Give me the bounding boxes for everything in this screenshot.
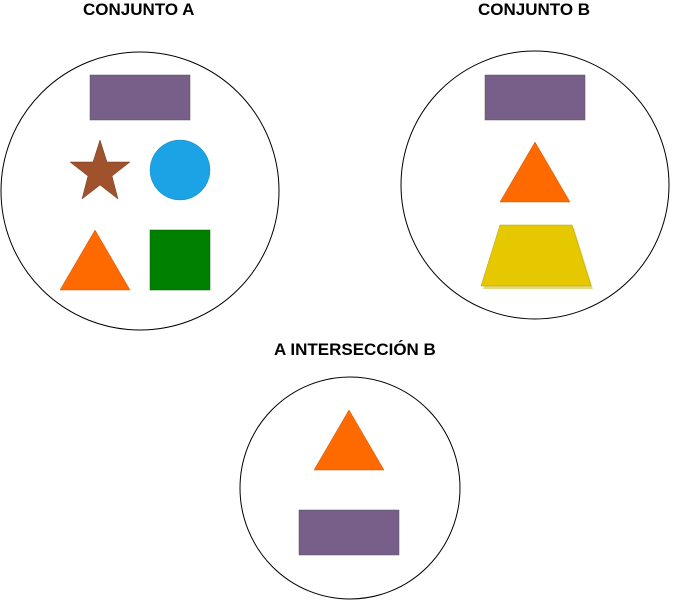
- intersection-title: A INTERSECCIÓN B: [274, 340, 436, 359]
- set-intersection: [239, 376, 461, 600]
- set-b-triangle: [499, 141, 571, 203]
- intersection-rectangle: [298, 509, 400, 556]
- set-b-title: CONJUNTO B: [478, 0, 591, 19]
- set-b: [400, 50, 670, 320]
- set-a-circle-shape: [149, 139, 211, 201]
- intersection-triangle: [313, 409, 385, 471]
- set-a-triangle: [59, 229, 131, 291]
- set-a-square: [149, 229, 211, 291]
- set-a: [0, 51, 280, 331]
- set-a-star: [69, 139, 131, 200]
- set-b-rectangle: [484, 74, 586, 121]
- set-b-trapezoid: [480, 224, 592, 287]
- set-a-title: CONJUNTO A: [83, 0, 195, 19]
- set-a-rectangle: [89, 74, 191, 121]
- intersection-circle: [239, 376, 461, 600]
